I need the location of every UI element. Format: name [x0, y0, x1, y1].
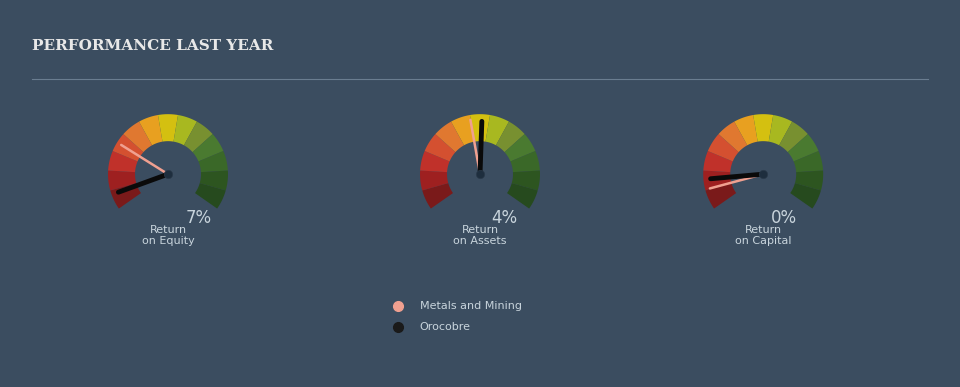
Polygon shape — [794, 151, 823, 172]
Polygon shape — [507, 183, 538, 209]
Polygon shape — [451, 115, 474, 145]
Text: Return: Return — [745, 225, 781, 235]
Polygon shape — [486, 115, 509, 145]
Polygon shape — [754, 114, 773, 142]
Text: Return: Return — [462, 225, 498, 235]
Polygon shape — [512, 171, 540, 190]
Text: Metals and Mining: Metals and Mining — [420, 301, 521, 311]
Text: 0%: 0% — [771, 209, 797, 227]
Polygon shape — [734, 115, 757, 145]
Polygon shape — [704, 151, 732, 172]
Text: PERFORMANCE LAST YEAR: PERFORMANCE LAST YEAR — [32, 39, 273, 53]
Text: Orocobre: Orocobre — [420, 322, 470, 332]
Polygon shape — [436, 122, 464, 152]
Polygon shape — [124, 122, 152, 152]
Polygon shape — [511, 151, 540, 172]
Text: on Assets: on Assets — [453, 236, 507, 246]
Polygon shape — [788, 134, 819, 161]
Polygon shape — [184, 122, 212, 152]
Polygon shape — [795, 171, 823, 190]
Polygon shape — [422, 183, 453, 209]
Polygon shape — [108, 171, 136, 190]
Polygon shape — [780, 122, 807, 152]
Polygon shape — [790, 183, 821, 209]
Polygon shape — [158, 114, 178, 142]
Polygon shape — [505, 134, 536, 161]
Polygon shape — [470, 114, 490, 142]
Polygon shape — [193, 134, 224, 161]
Polygon shape — [174, 115, 197, 145]
Polygon shape — [110, 183, 141, 209]
Polygon shape — [195, 183, 226, 209]
Polygon shape — [424, 134, 455, 161]
Text: 7%: 7% — [185, 209, 211, 227]
Text: Return: Return — [150, 225, 186, 235]
Polygon shape — [420, 151, 449, 172]
Text: on Capital: on Capital — [735, 236, 791, 246]
Polygon shape — [708, 134, 738, 161]
Polygon shape — [139, 115, 162, 145]
Polygon shape — [769, 115, 792, 145]
Polygon shape — [496, 122, 524, 152]
Polygon shape — [420, 171, 448, 190]
Polygon shape — [108, 151, 137, 172]
Polygon shape — [704, 171, 732, 190]
Polygon shape — [719, 122, 747, 152]
Polygon shape — [706, 183, 736, 209]
Text: on Equity: on Equity — [142, 236, 194, 246]
Polygon shape — [112, 134, 143, 161]
Text: 4%: 4% — [492, 209, 517, 227]
Polygon shape — [199, 151, 228, 172]
Polygon shape — [200, 171, 228, 190]
